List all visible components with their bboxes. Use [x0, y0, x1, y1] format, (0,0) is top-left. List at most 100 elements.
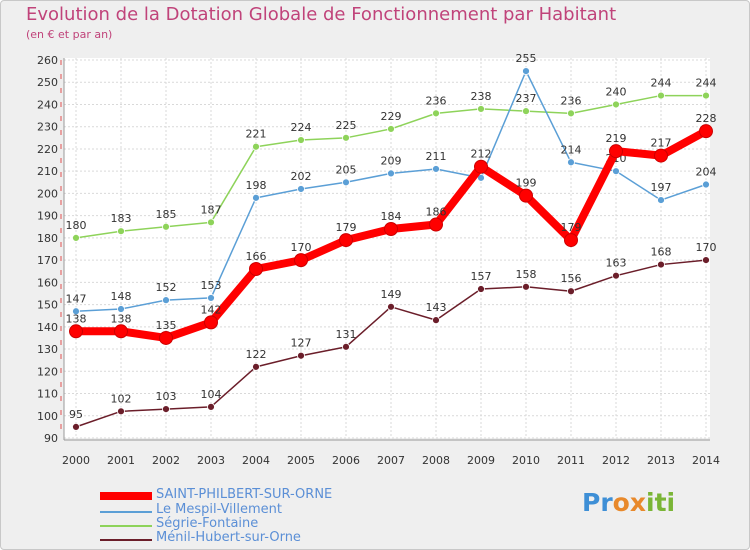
data-label: 135 [156, 319, 177, 332]
x-tick-label: 2009 [467, 454, 495, 467]
y-tick-label: 100 [37, 410, 58, 423]
data-point [159, 330, 173, 345]
x-tick-label: 2014 [692, 454, 720, 467]
data-point [477, 105, 485, 113]
data-point [384, 221, 398, 236]
y-tick-label: 120 [37, 365, 58, 378]
data-point [612, 100, 620, 109]
x-tick-label: 2007 [377, 454, 405, 467]
data-label: 238 [471, 90, 492, 103]
y-tick-label: 240 [37, 98, 58, 111]
data-label: 148 [111, 290, 132, 303]
data-label: 225 [336, 119, 357, 132]
x-tick-label: 2006 [332, 454, 360, 467]
data-point [297, 185, 305, 193]
data-point [474, 159, 488, 174]
data-label: 197 [651, 181, 672, 194]
y-tick-label: 230 [37, 121, 58, 134]
data-point [252, 142, 260, 151]
data-point [117, 227, 125, 236]
data-point [72, 422, 80, 431]
data-label: 244 [651, 77, 672, 90]
x-tick-label: 2002 [152, 454, 180, 467]
data-label: 163 [606, 257, 627, 270]
data-point [162, 296, 170, 305]
x-tick-label: 2008 [422, 454, 450, 467]
legend-label: Le Mespil-Villement [156, 502, 282, 517]
y-tick-label: 170 [37, 254, 58, 267]
data-label: 184 [381, 210, 402, 223]
data-label: 152 [156, 281, 177, 294]
data-label: 237 [516, 92, 537, 105]
data-label: 157 [471, 270, 492, 283]
data-label: 153 [201, 279, 222, 292]
data-label: 244 [696, 77, 717, 90]
data-point [564, 233, 578, 248]
legend-swatch [100, 492, 152, 500]
data-label: 211 [426, 150, 447, 163]
data-label: 236 [426, 94, 447, 107]
data-point [162, 222, 170, 231]
data-point [522, 67, 530, 76]
data-label: 212 [471, 148, 492, 161]
x-tick-label: 2005 [287, 454, 315, 467]
data-point [567, 158, 575, 167]
data-point [339, 233, 353, 248]
data-label: 122 [246, 348, 267, 361]
data-label: 205 [336, 163, 357, 176]
data-point [702, 91, 710, 100]
data-point [207, 402, 215, 411]
data-label: 236 [561, 94, 582, 107]
plot-area [64, 58, 710, 438]
data-point [432, 109, 440, 118]
data-point [612, 167, 620, 176]
data-point [117, 305, 125, 313]
y-tick-label: 110 [37, 388, 58, 401]
data-point [294, 253, 308, 268]
data-point [657, 260, 665, 269]
y-tick-label: 130 [37, 343, 58, 356]
legend-label: Ségrie-Fontaine [156, 516, 259, 531]
data-label: 142 [201, 303, 222, 316]
data-label: 219 [606, 132, 627, 145]
data-label: 199 [516, 177, 537, 190]
data-point [297, 351, 305, 360]
data-point [252, 362, 260, 371]
x-tick-label: 2003 [197, 454, 225, 467]
data-point [207, 294, 215, 302]
data-point [657, 196, 665, 204]
data-label: 228 [696, 112, 717, 125]
x-tick-label: 2004 [242, 454, 270, 467]
legend-label: SAINT-PHILBERT-SUR-ORNE [156, 487, 333, 502]
data-point [609, 144, 623, 159]
data-label: 170 [291, 241, 312, 254]
data-point [432, 316, 440, 325]
data-point [567, 287, 575, 296]
x-tick-label: 2013 [647, 454, 675, 467]
data-label: 229 [381, 110, 402, 123]
data-label: 102 [111, 392, 132, 405]
x-tick-label: 2010 [512, 454, 540, 467]
y-tick-label: 150 [37, 299, 58, 312]
data-label: 131 [336, 328, 357, 341]
data-point [72, 233, 80, 242]
data-label: 127 [291, 337, 312, 350]
data-point [702, 256, 710, 265]
data-point [477, 173, 485, 182]
legend-swatch [100, 539, 152, 541]
data-point [72, 307, 80, 316]
data-label: 138 [111, 312, 132, 325]
data-point [204, 315, 218, 330]
data-label: 179 [561, 221, 582, 234]
y-tick-label: 260 [37, 54, 58, 67]
data-label: 255 [516, 52, 537, 65]
data-point [657, 91, 665, 100]
data-point [477, 285, 485, 293]
data-label: 147 [66, 292, 87, 305]
data-point [702, 180, 710, 189]
x-tick-label: 2011 [557, 454, 585, 467]
data-label: 204 [696, 166, 717, 179]
data-point [654, 148, 668, 163]
chart-subtitle: (en € et par an) [26, 28, 113, 41]
